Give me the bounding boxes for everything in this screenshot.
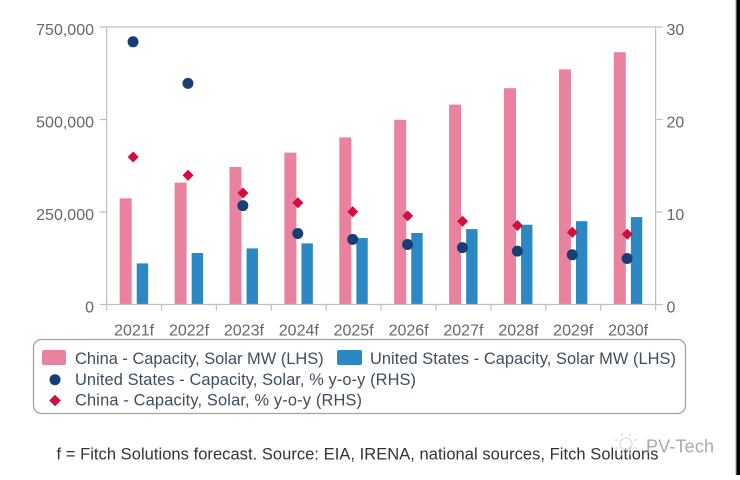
svg-text:2023f: 2023f [224,323,265,340]
svg-text:0: 0 [667,300,676,317]
svg-text:30: 30 [667,22,685,39]
svg-text:750,000: 750,000 [36,22,94,39]
svg-text:2029f: 2029f [553,323,594,340]
svg-text:2027f: 2027f [443,323,484,340]
svg-text:2028f: 2028f [498,323,539,340]
svg-text:10: 10 [667,207,685,224]
svg-text:500,000: 500,000 [36,115,94,132]
svg-text:2030f: 2030f [608,323,649,340]
svg-text:250,000: 250,000 [36,207,94,224]
svg-text:China - Capacity, Solar, % y-o: China - Capacity, Solar, % y-o-y (RHS) [75,392,362,410]
svg-text:2022f: 2022f [169,323,210,340]
svg-text:China - Capacity, Solar MW (LH: China - Capacity, Solar MW (LHS) [75,350,324,368]
svg-text:2025f: 2025f [334,323,375,340]
svg-text:United States - Capacity, Sola: United States - Capacity, Solar MW (LHS) [370,350,676,368]
svg-text:PV-Tech: PV-Tech [646,437,714,457]
svg-text:2024f: 2024f [279,323,320,340]
svg-text:2026f: 2026f [389,323,430,340]
svg-text:0: 0 [85,300,94,317]
svg-text:f = Fitch Solutions forecast.: f = Fitch Solutions forecast. Source: EI… [57,446,659,464]
svg-text:United States - Capacity, Sola: United States - Capacity, Solar, % y-o-y… [75,371,416,389]
svg-text:20: 20 [667,115,685,132]
svg-text:2021f: 2021f [114,323,155,340]
